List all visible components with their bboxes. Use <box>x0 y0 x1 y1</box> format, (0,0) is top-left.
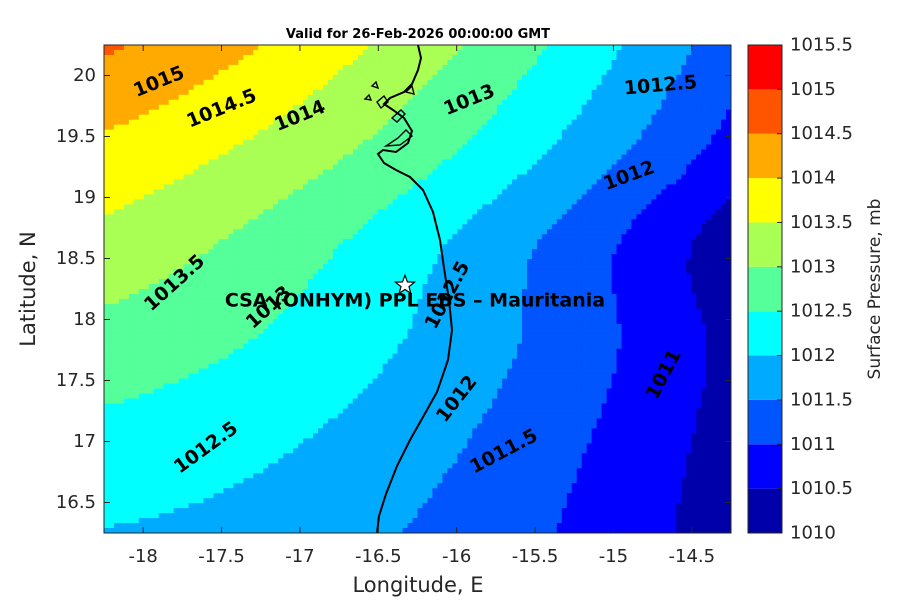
colorbar-swatch <box>748 488 782 533</box>
pressure-fill-layer <box>104 45 731 533</box>
colorbar-swatch <box>748 266 782 312</box>
colorbar-tick-label: 1012 <box>790 345 836 366</box>
x-axis-label: Longitude, E <box>352 573 483 597</box>
star-icon <box>393 273 417 295</box>
y-tick-label: 19 <box>73 187 96 208</box>
y-tick-label: 17 <box>73 431 96 452</box>
x-tick-label: -17.5 <box>198 546 245 567</box>
colorbar-tick-label: 1015 <box>790 79 836 100</box>
coastline-islands <box>363 80 415 147</box>
colorbar-swatch <box>748 399 782 445</box>
colorbar-tick-label: 1013.5 <box>790 212 853 233</box>
x-tick-label: -16.5 <box>355 546 402 567</box>
coastline-path <box>376 45 454 533</box>
x-tick-label: -18 <box>128 546 157 567</box>
x-tick-label: -15 <box>599 546 628 567</box>
colorbar-frame <box>747 44 783 534</box>
map-title: Valid for 26-Feb-2026 00:00:00 GMT <box>286 27 550 42</box>
coastline <box>363 45 454 533</box>
colorbar-tick-label: 1014.5 <box>790 123 853 144</box>
y-tick-label: 19.5 <box>56 126 96 147</box>
colorbar-swatch <box>748 222 782 267</box>
colorbar-tick-label: 1011 <box>790 434 836 455</box>
y-tick-label: 20 <box>73 65 96 86</box>
colorbar-swatch <box>748 178 782 223</box>
y-tick-label: 18 <box>73 309 96 330</box>
y-tick-label: 17.5 <box>56 370 96 391</box>
colorbar-swatch <box>748 89 782 134</box>
colorbar <box>747 44 783 534</box>
colorbar-swatch <box>748 311 782 356</box>
y-tick-label: 16.5 <box>56 492 96 513</box>
station-layer: CSA (ONHYM) PPL EBS – Mauritania <box>225 273 605 311</box>
x-axis: -18 -17.5 -17 -16.5 -16 -15.5 -15 -14.5 <box>128 45 715 567</box>
x-tick-label: -15.5 <box>512 546 559 567</box>
colorbar-tick-label: 1011.5 <box>790 389 853 410</box>
colorbar-tick-label: 1013 <box>790 256 836 277</box>
x-tick-label: -14.5 <box>669 546 716 567</box>
y-axis: 16.5 17 17.5 18 18.5 19 19.5 20 <box>56 65 731 513</box>
colorbar-ticks: 1010 1010.5 1011 1011.5 1012 1012.5 1013 1013.5… <box>777 35 853 544</box>
colorbar-swatch <box>748 45 782 90</box>
station-label: CSA (ONHYM) PPL EBS – Mauritania <box>225 289 605 311</box>
colorbar-tick-label: 1010.5 <box>790 478 853 499</box>
colorbar-tick-label: 1015.5 <box>790 35 853 56</box>
colorbar-tick-label: 1012.5 <box>790 301 853 322</box>
colorbar-swatch <box>748 133 782 179</box>
colorbar-tick-label: 1014 <box>790 168 836 189</box>
y-axis-label: Latitude, N <box>16 231 40 347</box>
colorbar-swatch <box>748 355 782 400</box>
plot-frame <box>103 44 732 534</box>
colorbar-swatch <box>748 444 782 489</box>
colorbar-tick-label: 1010 <box>790 523 836 544</box>
y-tick-label: 18.5 <box>56 248 96 269</box>
x-tick-label: -17 <box>285 546 314 567</box>
colorbar-label: Surface Pressure, mb <box>865 199 885 380</box>
x-tick-label: -16 <box>442 546 471 567</box>
